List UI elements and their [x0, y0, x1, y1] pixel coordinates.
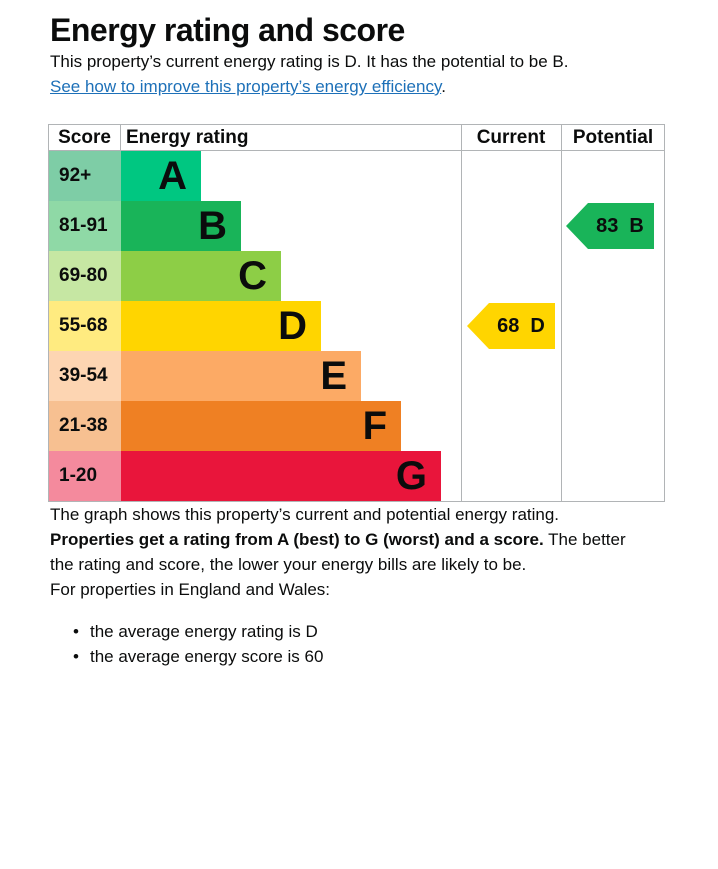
epc-row-f: 21-38 F: [49, 401, 664, 451]
current-column-divider: [461, 125, 462, 501]
epc-row-g: 1-20 G: [49, 451, 664, 501]
band-bar-a: A: [121, 151, 201, 201]
band-letter-a: A: [158, 154, 187, 198]
epc-row-c: 69-80 C: [49, 251, 664, 301]
rating-explanation-bold: Properties get a rating from A (best) to…: [50, 530, 544, 549]
column-header-potential: Potential: [572, 127, 654, 148]
score-range-label: 21-38: [49, 401, 121, 451]
band-letter-g: G: [395, 454, 427, 498]
epc-row-b: 81-91 B: [49, 201, 664, 251]
current-score-value: 68: [497, 314, 520, 337]
band-letter-b: B: [198, 204, 227, 248]
epc-row-d: 55-68 D: [49, 301, 664, 351]
epc-row-a: 92+ A: [49, 151, 664, 201]
score-range-label: 92+: [49, 151, 121, 201]
averages-list: the average energy rating is D the avera…: [73, 619, 718, 669]
band-bar-e: E: [121, 351, 361, 401]
improve-link-line: See how to improve this property’s energ…: [50, 74, 718, 99]
epc-chart-header: Score Energy rating Current Potential: [49, 125, 664, 151]
intro-text: This property’s current energy rating is…: [50, 52, 569, 71]
epc-chart: Score Energy rating Current Potential 92…: [48, 124, 665, 502]
graph-caption: The graph shows this property’s current …: [50, 505, 560, 524]
column-header-score: Score: [58, 127, 111, 148]
page-title: Energy rating and score: [50, 12, 405, 48]
column-header-energy-rating: Energy rating: [126, 127, 249, 148]
rating-explanation-line2: the rating and score, the lower your ene…: [50, 555, 527, 574]
band-letter-d: D: [278, 304, 307, 348]
list-item-average-score: the average energy score is 60: [73, 644, 718, 669]
band-letter-e: E: [320, 354, 347, 398]
band-bar-g: G: [121, 451, 441, 501]
region-heading: For properties in England and Wales:: [50, 580, 331, 599]
epc-row-e: 39-54 E: [49, 351, 664, 401]
potential-score-value: 83: [596, 214, 619, 237]
rating-explanation: Properties get a rating from A (best) to…: [50, 527, 718, 577]
score-range-label: 69-80: [49, 251, 121, 301]
score-range-label: 55-68: [49, 301, 121, 351]
energy-rating-page: Energy rating and score This property’s …: [0, 0, 718, 669]
band-bar-d: D: [121, 301, 321, 351]
band-bar-c: C: [121, 251, 281, 301]
column-header-current: Current: [476, 127, 546, 148]
band-bar-f: F: [121, 401, 401, 451]
rating-explanation-line1: The better: [548, 530, 626, 549]
potential-column-divider: [561, 125, 562, 501]
band-letter-f: F: [362, 404, 387, 448]
list-item-average-rating: the average energy rating is D: [73, 619, 718, 644]
score-range-label: 81-91: [49, 201, 121, 251]
band-bar-b: B: [121, 201, 241, 251]
potential-rating-arrow: 83 B: [566, 203, 654, 249]
score-range-label: 1-20: [49, 451, 121, 501]
potential-rating-letter: B: [629, 214, 644, 237]
score-range-label: 39-54: [49, 351, 121, 401]
link-suffix: .: [441, 77, 446, 96]
improve-energy-efficiency-link[interactable]: See how to improve this property’s energ…: [50, 77, 442, 96]
current-rating-letter: D: [530, 314, 545, 337]
band-letter-c: C: [238, 254, 267, 298]
